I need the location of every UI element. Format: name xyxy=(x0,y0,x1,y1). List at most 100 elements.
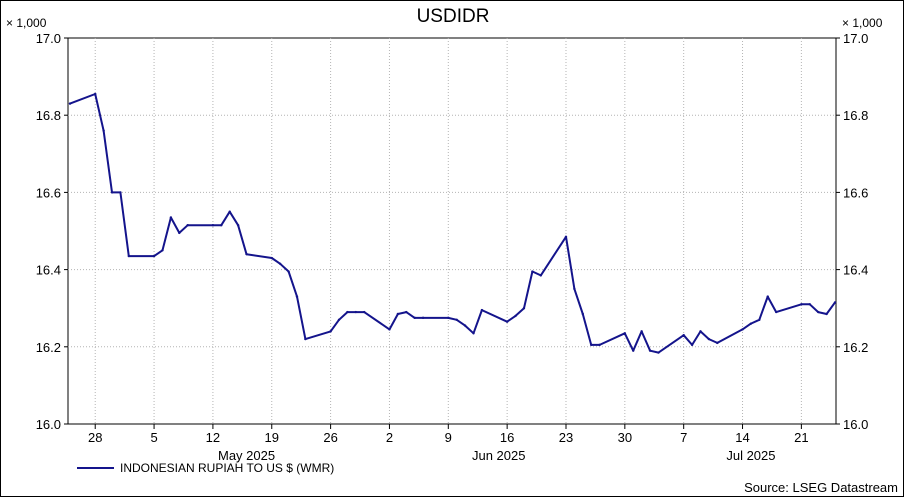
plot-area xyxy=(67,37,837,425)
data-point xyxy=(220,224,223,227)
data-point xyxy=(228,210,231,213)
x-tick-label: 7 xyxy=(680,430,687,445)
data-point xyxy=(186,224,189,227)
data-point xyxy=(623,332,627,335)
data-point xyxy=(388,328,391,331)
data-point xyxy=(455,318,458,321)
y-tick-label-right: 17.0 xyxy=(843,31,868,46)
data-point xyxy=(278,262,282,266)
source-note: Source: LSEG Datastream xyxy=(744,480,898,495)
data-point xyxy=(640,330,643,333)
legend-label: INDONESIAN RUPIAH TO US $ (WMR) xyxy=(120,461,334,475)
data-point xyxy=(413,316,416,320)
data-point xyxy=(236,224,240,227)
data-point xyxy=(127,254,131,258)
data-point xyxy=(581,312,585,316)
data-point xyxy=(539,274,542,277)
data-point xyxy=(447,316,450,320)
data-point xyxy=(699,330,702,333)
data-point xyxy=(766,295,769,298)
x-tick-label: 5 xyxy=(150,430,157,445)
y-tick-label-right: 16.2 xyxy=(843,340,868,355)
x-tick-label: 26 xyxy=(323,430,337,445)
data-point xyxy=(682,334,685,337)
data-point xyxy=(480,308,484,312)
y-tick-label-right: 16.4 xyxy=(843,263,868,278)
data-point xyxy=(354,310,358,314)
data-point xyxy=(632,349,635,352)
data-point xyxy=(774,310,778,314)
data-point xyxy=(110,191,114,194)
data-point xyxy=(825,312,828,316)
data-point xyxy=(707,337,711,341)
data-point xyxy=(363,310,366,314)
series-layer xyxy=(68,92,837,354)
axis-layer: 17.0 17.0 16.8 16.8 16.6 16.6 16.4 16.4 16.2 16.2… xyxy=(36,31,869,463)
y-tick-label-left: 16.0 xyxy=(36,417,61,432)
data-point xyxy=(304,337,307,341)
x-tick-label: 21 xyxy=(794,430,808,445)
x-month-label: May 2025 xyxy=(218,448,275,463)
data-point xyxy=(472,332,475,335)
data-point xyxy=(648,349,652,352)
data-point xyxy=(573,287,576,291)
x-tick-label: 2 xyxy=(386,430,393,445)
series-line-usdidr xyxy=(69,93,836,354)
x-tick-label: 16 xyxy=(500,430,514,445)
data-point xyxy=(152,254,156,258)
data-point xyxy=(161,249,164,252)
x-month-label: Jul 2025 xyxy=(726,448,775,463)
x-tick-label: 28 xyxy=(88,430,102,445)
data-point xyxy=(102,129,105,132)
data-point xyxy=(741,328,744,331)
data-point xyxy=(531,270,534,273)
chart-title: USDIDR xyxy=(417,6,490,27)
data-point xyxy=(463,324,467,327)
x-tick-label: 14 xyxy=(735,430,749,445)
data-point xyxy=(295,295,299,298)
data-point xyxy=(800,303,803,306)
data-point xyxy=(211,224,215,227)
data-point xyxy=(119,191,122,194)
data-point xyxy=(808,303,811,306)
data-point xyxy=(287,270,290,273)
data-point xyxy=(749,322,753,325)
data-point xyxy=(421,316,425,320)
data-point xyxy=(178,231,181,235)
data-point xyxy=(396,312,400,316)
data-point xyxy=(590,343,593,347)
y-tick-label-left: 16.2 xyxy=(36,340,61,355)
data-point xyxy=(337,318,341,321)
x-tick-label: 19 xyxy=(265,430,279,445)
data-point xyxy=(346,310,349,314)
y-tick-label-left: 16.8 xyxy=(36,108,61,123)
data-point xyxy=(564,235,568,238)
data-point xyxy=(598,343,601,347)
y-tick-label-right: 16.6 xyxy=(843,185,868,200)
data-point xyxy=(758,318,761,321)
y-tick-label-right: 16.0 xyxy=(843,417,868,432)
x-tick-label: 30 xyxy=(618,430,632,445)
y-tick-label-left: 17.0 xyxy=(36,31,61,46)
y-multiplier-left: × 1,000 xyxy=(6,16,47,30)
data-point xyxy=(833,301,837,304)
data-point xyxy=(169,216,173,219)
data-point xyxy=(270,256,273,260)
y-multiplier-right: × 1,000 xyxy=(842,16,883,30)
y-tick-label-left: 16.4 xyxy=(36,263,61,278)
data-point xyxy=(522,307,526,310)
data-point xyxy=(329,330,332,333)
x-tick-label: 12 xyxy=(206,430,220,445)
data-point xyxy=(68,102,72,105)
data-point xyxy=(405,310,408,314)
data-point xyxy=(690,343,694,347)
x-tick-label: 9 xyxy=(445,430,452,445)
data-point xyxy=(505,320,509,323)
grid-layer xyxy=(68,38,836,424)
y-tick-label-left: 16.6 xyxy=(36,185,61,200)
data-point xyxy=(716,341,719,345)
data-point xyxy=(245,252,248,256)
data-point xyxy=(657,351,660,354)
